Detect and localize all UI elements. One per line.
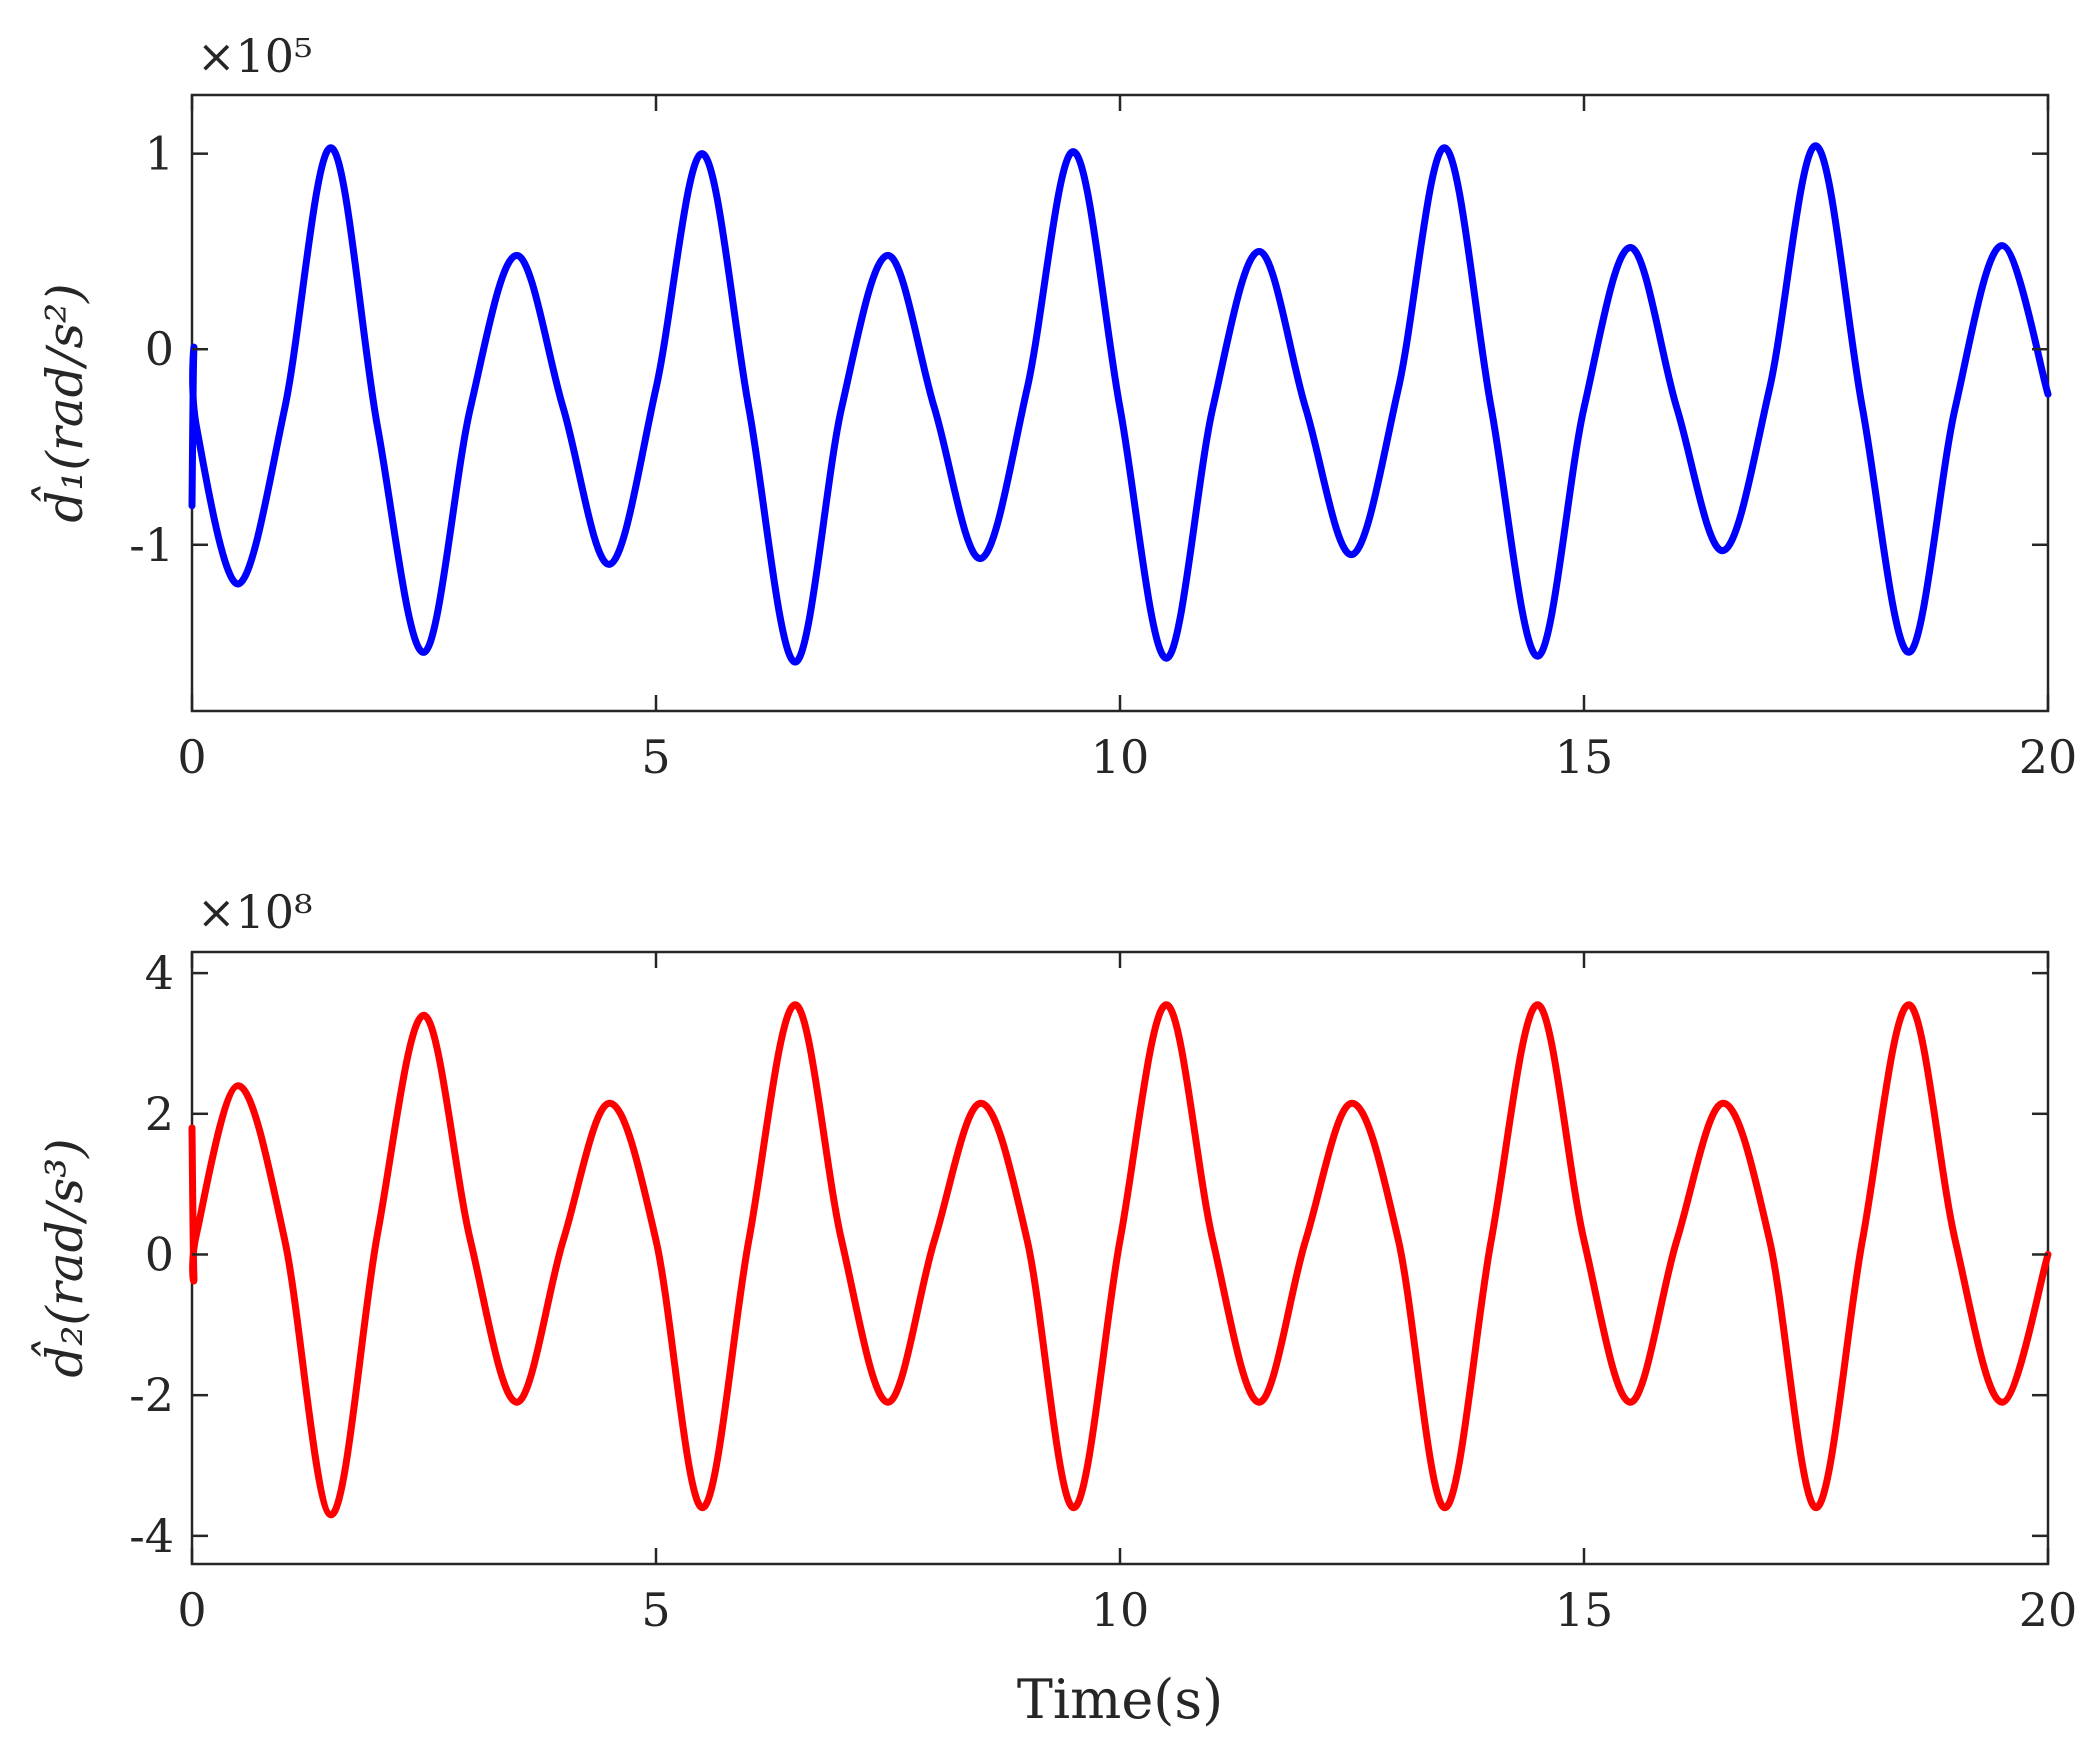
- y-tick-label: 4: [145, 946, 174, 1000]
- x-tick-label: 20: [2019, 730, 2078, 784]
- x-axis-label: Time(s): [1017, 1668, 1223, 1731]
- x-ticks-top: 0 5 10 15 20: [177, 95, 2077, 784]
- x-tick-label: 0: [177, 1583, 206, 1637]
- y-tick-label: 2: [145, 1087, 174, 1141]
- x-ticks-bottom: 0 5 10 15 20: [177, 952, 2077, 1637]
- series-line-top: [188, 142, 2052, 666]
- y-tick-label: -4: [129, 1509, 174, 1563]
- exponent-label-bottom: ×10⁸: [197, 885, 313, 939]
- x-tick-label: 5: [641, 1583, 670, 1637]
- x-tick-label: 0: [177, 730, 206, 784]
- x-tick-label: 15: [1555, 730, 1614, 784]
- exponent-label-top: ×10⁵: [197, 29, 313, 83]
- chart-top: 10-1 0 5 10 15 20 ×10⁵ d̂₁(rad/s²): [30, 29, 2077, 784]
- y-tick-label: 0: [145, 1227, 174, 1281]
- y-ticks-top: 1 0 -1: [129, 127, 2048, 572]
- y-axis-label-bottom: d̂₂(rad/s³): [30, 1138, 94, 1377]
- x-tick-label: 15: [1555, 1583, 1614, 1637]
- series-line-bottom: [188, 1001, 2052, 1519]
- chart-bottom: 420-2-4 0 5 10 15 20 ×10⁸ d̂₂(rad/s³) Time(s…: [30, 885, 2077, 1731]
- x-tick-label: 10: [1091, 730, 1150, 784]
- y-tick-label: 0: [145, 322, 174, 376]
- x-tick-label: 10: [1091, 1583, 1150, 1637]
- y-tick-label: 1: [145, 127, 174, 181]
- y-tick-label: -1: [129, 518, 174, 572]
- y-tick-label: -2: [129, 1368, 174, 1422]
- x-tick-label: 5: [641, 730, 670, 784]
- x-tick-label: 20: [2019, 1583, 2078, 1637]
- y-axis-label-top: d̂₁(rad/s²): [30, 283, 94, 522]
- y-ticks-bottom: 4 2 0 -2 -4: [129, 946, 2048, 1563]
